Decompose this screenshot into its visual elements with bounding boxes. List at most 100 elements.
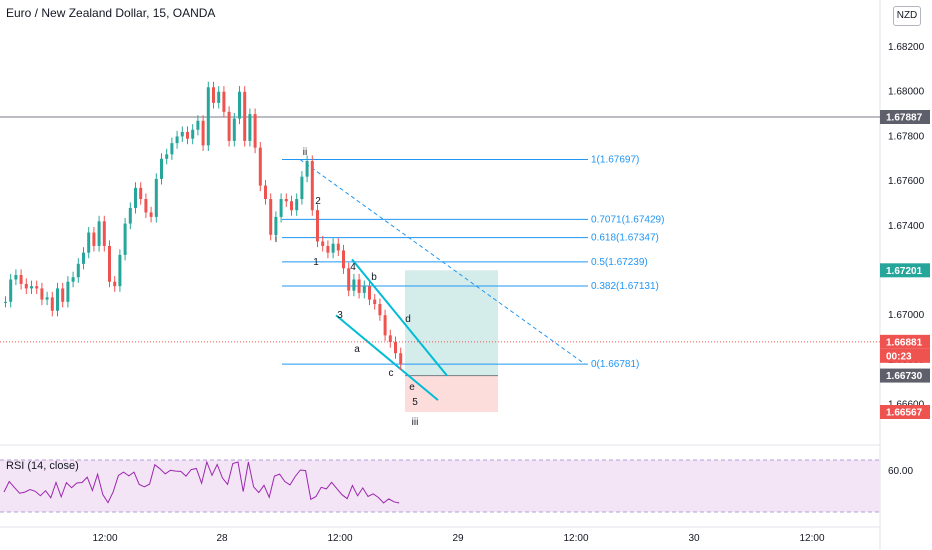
wave-label: ii <box>303 147 307 158</box>
candle-body <box>300 176 304 200</box>
candle-body <box>326 245 330 253</box>
candle-body <box>238 91 241 119</box>
candle-body <box>248 114 252 141</box>
candle-body <box>35 286 39 289</box>
wave-label: d <box>405 314 411 325</box>
price-tick: 1.68200 <box>888 42 925 53</box>
wave-label: 1 <box>313 257 319 268</box>
candle-body <box>206 87 210 146</box>
dashed-trendline <box>299 159 586 365</box>
candle-body <box>258 147 262 186</box>
candle-body <box>373 299 377 305</box>
candle-body <box>186 131 189 139</box>
candle-body <box>212 87 215 103</box>
fib-level-label: 0.618(1.67347) <box>591 233 659 244</box>
rsi-band <box>0 460 880 512</box>
candle-body <box>227 111 231 141</box>
candle-body <box>368 286 371 300</box>
candle-body <box>357 279 361 293</box>
candle-body <box>24 283 28 289</box>
currency-button[interactable]: NZD <box>893 6 921 26</box>
candle-body <box>310 161 314 211</box>
candle-body <box>66 281 70 302</box>
candle-body <box>331 243 335 253</box>
wave-label: c <box>389 368 394 379</box>
candle-body <box>201 120 205 146</box>
candle-body <box>113 281 117 287</box>
candle-body <box>269 199 273 235</box>
candle-body <box>316 210 319 242</box>
time-tick: 28 <box>216 533 228 544</box>
candle-body <box>118 254 122 287</box>
candle-body <box>253 114 257 148</box>
price-tag-box <box>880 368 930 383</box>
candle-body <box>217 91 221 103</box>
candle-body <box>336 243 340 251</box>
rsi-line <box>3 460 400 504</box>
wave-label: e <box>409 382 415 393</box>
fib-level-label: 0.5(1.67239) <box>591 257 648 268</box>
candle-body <box>19 275 23 284</box>
time-tick: 12:00 <box>92 533 117 544</box>
wave-label: 2 <box>315 196 321 207</box>
time-tick: 12:00 <box>563 533 588 544</box>
wave-label: a <box>354 344 360 355</box>
rsi-tick: 60.00 <box>888 466 913 477</box>
wave-label: b <box>371 272 377 283</box>
candle-body <box>399 353 403 365</box>
candle-body <box>305 161 309 177</box>
candle-body <box>394 342 397 354</box>
candle-body <box>139 187 143 200</box>
wave-label: 3 <box>337 310 343 321</box>
price-tick: 1.68000 <box>888 87 925 98</box>
price-tick: 1.67400 <box>888 221 925 232</box>
price-tag-box <box>880 334 930 349</box>
chart-title: Euro / New Zealand Dollar, 15, OANDA <box>6 6 216 20</box>
candle-body <box>232 118 236 141</box>
wave-label: 4 <box>350 262 356 273</box>
candle-body <box>76 263 80 278</box>
time-tick: 12:00 <box>327 533 352 544</box>
candle-body <box>290 201 293 211</box>
candle-body <box>378 304 382 316</box>
candle-body <box>175 136 179 144</box>
candle-body <box>40 288 44 300</box>
candle-body <box>160 158 163 179</box>
price-tag-label: 1.66881 <box>886 337 923 348</box>
candle-body <box>71 277 75 282</box>
candle-body <box>342 250 345 269</box>
candle-body <box>383 315 387 336</box>
candle-body <box>196 120 200 130</box>
candle-body <box>4 301 7 303</box>
time-tick: 12:00 <box>799 533 824 544</box>
rsi-label: RSI (14, close) <box>6 460 79 472</box>
candle-body <box>352 279 356 291</box>
time-tick: 29 <box>452 533 464 544</box>
candle-body <box>295 199 299 211</box>
candle-body <box>97 221 101 246</box>
candle-body <box>30 286 33 289</box>
price-tag-box <box>880 405 930 419</box>
candle-body <box>45 297 49 300</box>
time-tick: 30 <box>688 533 700 544</box>
candle-body <box>92 232 96 246</box>
candle-body <box>222 91 226 112</box>
candle-body <box>347 268 351 291</box>
wave-label: iii <box>412 417 419 428</box>
price-tick: 1.67800 <box>888 131 925 142</box>
candle-body <box>279 199 283 217</box>
fib-level-label: 0(1.66781) <box>591 359 639 370</box>
candle-body <box>180 131 184 137</box>
candle-body <box>149 212 153 217</box>
candle-body <box>165 154 169 159</box>
candle-body <box>9 279 13 302</box>
price-tick: 1.67600 <box>888 176 925 187</box>
price-tag-label: 1.67201 <box>886 266 923 277</box>
candle-body <box>144 199 148 213</box>
price-tag-box <box>880 263 930 278</box>
candle-body <box>388 335 392 343</box>
price-tag-label: 1.66567 <box>886 408 923 419</box>
candle-body <box>243 91 247 141</box>
price-tag-label: 1.66730 <box>886 371 923 382</box>
